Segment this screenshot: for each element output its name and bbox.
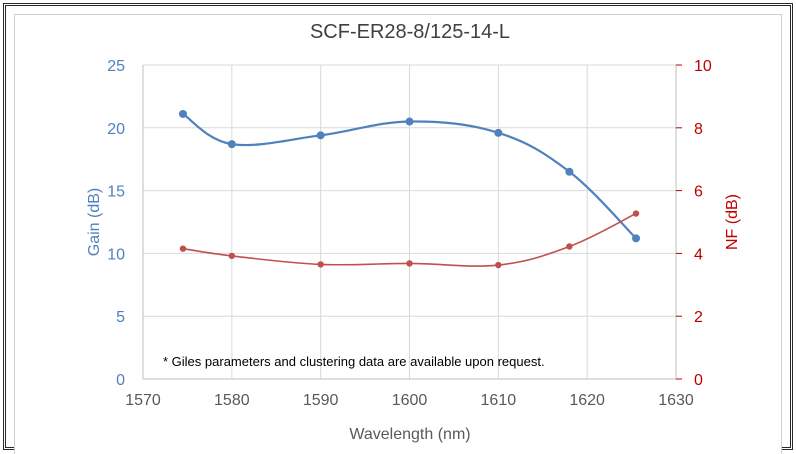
y-axis-label: Gain (dB) [86, 188, 103, 256]
x-axis-label: Wavelength (nm) [349, 426, 470, 443]
gain-data-point [178, 109, 187, 118]
gain-data-point [632, 234, 641, 243]
y2-axis-label: NF (dB) [724, 194, 741, 250]
y2-tick-label: 0 [694, 372, 703, 389]
chart-title: SCF-ER28-8/125-14-L [310, 21, 510, 43]
y2-tick-label: 2 [694, 309, 703, 326]
x-tick-label: 1630 [658, 392, 694, 409]
gain-data-point [494, 128, 503, 137]
nf-data-point [228, 252, 236, 260]
gain-data-point [405, 117, 414, 126]
y2-tick-label: 6 [694, 184, 703, 201]
grid-lines [143, 64, 676, 379]
nf-data-point [406, 260, 413, 267]
y-tick-label: 20 [107, 121, 125, 138]
y-tick-label: 0 [116, 372, 125, 389]
x-tick-label: 1610 [481, 392, 517, 409]
annotation-note: * Giles parameters and clustering data a… [163, 354, 545, 369]
gain-data-point [565, 167, 574, 176]
y2-tick-label: 8 [694, 121, 703, 138]
y2-tick-label: 4 [694, 246, 703, 263]
tick-labels: 0 5 10 15 20 25 0 2 4 6 8 10 1570 1580 1590 1600 1610 162… [107, 58, 712, 409]
series [178, 109, 641, 269]
x-tick-label: 1600 [392, 392, 428, 409]
y-tick-label: 10 [107, 246, 125, 263]
y-tick-label: 25 [107, 58, 125, 75]
nf-data-point [317, 261, 324, 268]
x-tick-label: 1620 [569, 392, 605, 409]
y-tick-label: 15 [107, 184, 125, 201]
chart-panel [14, 14, 782, 454]
gain-data-point [316, 131, 325, 140]
x-tick-label: 1590 [303, 392, 339, 409]
nf-data-point [566, 243, 573, 250]
x-tick-label: 1570 [125, 392, 161, 409]
x-tick-label: 1580 [214, 392, 250, 409]
nf-data-point [632, 210, 640, 217]
y2-tick-label: 10 [694, 58, 712, 75]
nf-data-point [179, 245, 187, 252]
nf-data-point [495, 261, 502, 269]
y-tick-label: 5 [116, 309, 125, 326]
axes [142, 65, 677, 380]
gain-data-point [227, 140, 236, 149]
